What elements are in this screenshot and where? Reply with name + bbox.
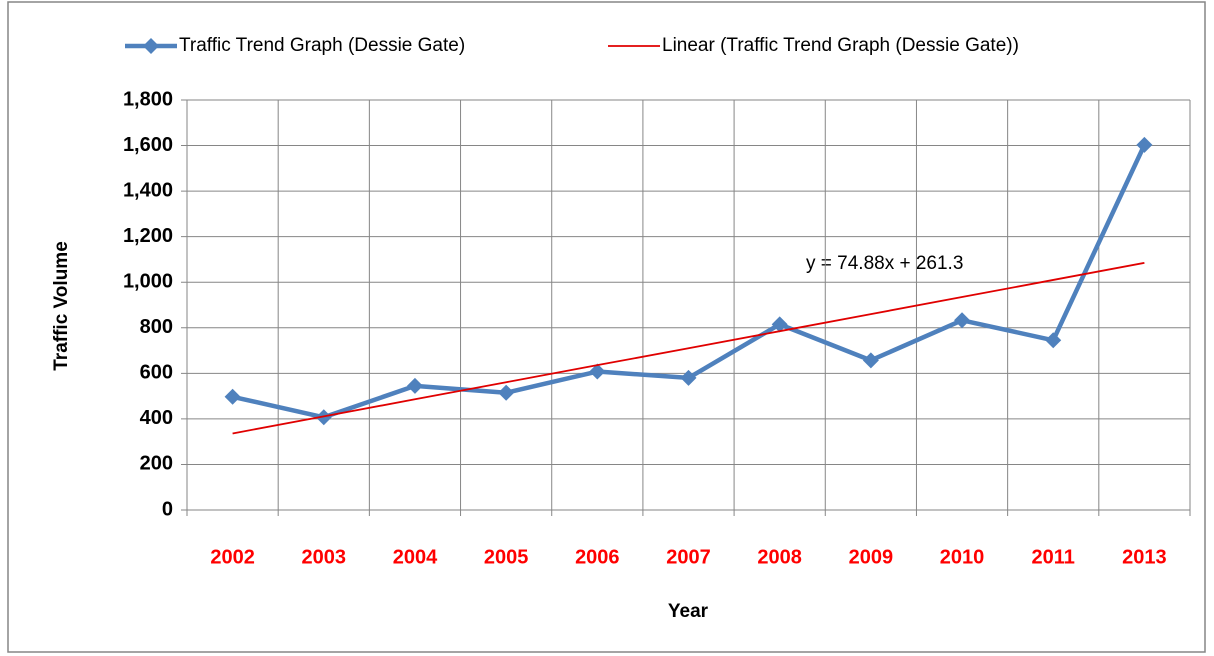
- x-tick-label: 2002: [210, 546, 255, 568]
- x-tick-label: 2010: [940, 546, 985, 568]
- legend-label: Linear (Traffic Trend Graph (Dessie Gate…: [662, 35, 1019, 56]
- y-tick-label: 1,800: [123, 88, 173, 110]
- y-tick-label: 200: [140, 453, 173, 475]
- marker: [224, 388, 241, 405]
- y-tick-label: 1,200: [123, 225, 173, 247]
- series-line: [232, 261, 1145, 435]
- x-tick-label: 2006: [575, 546, 620, 568]
- x-tick-label: 2004: [393, 546, 438, 568]
- y-tick-label: 1,000: [123, 271, 173, 293]
- x-tick-label: 2003: [302, 546, 347, 568]
- marker: [680, 369, 697, 386]
- marker: [406, 377, 423, 394]
- y-tick-label: 1,400: [123, 179, 173, 201]
- x-tick-label: 2008: [757, 546, 802, 568]
- y-tick-label: 1,600: [123, 134, 173, 156]
- marker: [954, 312, 971, 329]
- y-tick-label: 400: [140, 407, 173, 429]
- marker: [1136, 136, 1153, 153]
- trend-equation: y = 74.88x + 261.3: [806, 253, 963, 274]
- x-tick-label: 2009: [849, 546, 894, 568]
- x-tick-label: 2011: [1032, 546, 1075, 568]
- chart-border: [7, 1, 1206, 653]
- legend-marker: [143, 38, 159, 54]
- legend-label: Traffic Trend Graph (Dessie Gate): [179, 35, 465, 56]
- y-tick-label: 0: [162, 498, 173, 520]
- y-tick-label: 600: [140, 362, 173, 384]
- marker: [862, 352, 879, 369]
- x-axis-label: Year: [668, 601, 709, 622]
- marker: [498, 384, 515, 401]
- y-axis-label: Traffic Volume: [51, 241, 72, 371]
- marker: [771, 316, 788, 333]
- y-tick-label: 800: [140, 316, 173, 338]
- x-tick-label: 2007: [666, 546, 711, 568]
- x-tick-label: 2013: [1122, 546, 1167, 568]
- x-tick-label: 2005: [484, 546, 529, 568]
- marker: [1045, 332, 1062, 349]
- marker: [589, 363, 606, 380]
